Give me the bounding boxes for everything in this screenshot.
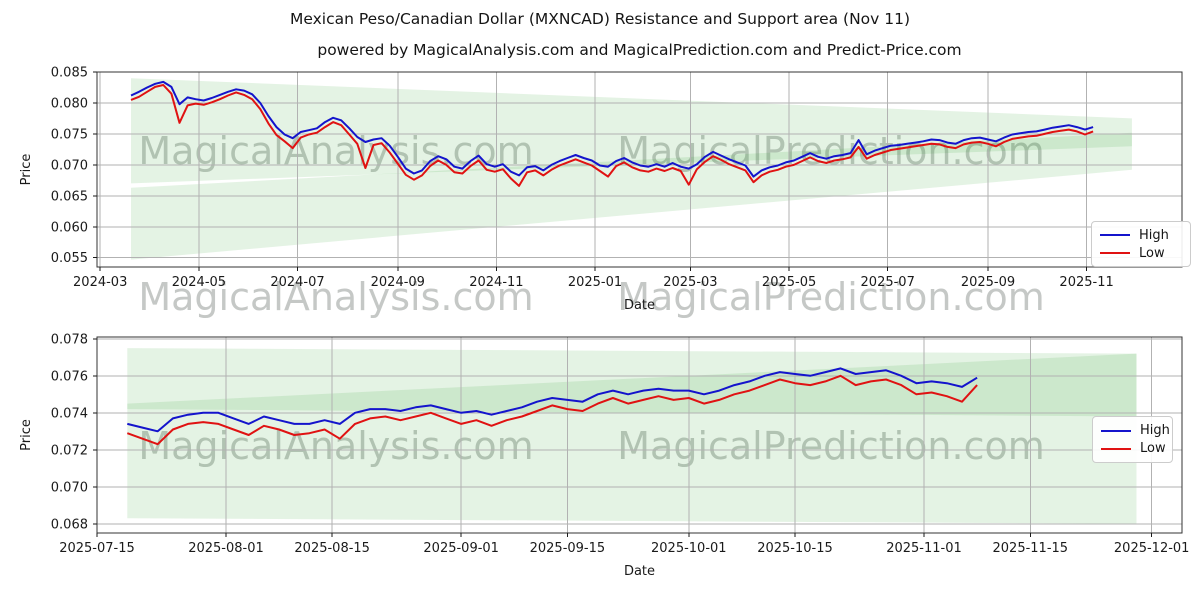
y-axis-title: Price <box>19 154 34 186</box>
y-tick-label: 0.076 <box>51 369 88 384</box>
x-tick-label: 2024-03 <box>73 275 127 290</box>
x-tick-label: 2025-08-01 <box>188 541 264 556</box>
bottom-chart: 2025-07-15 2025-08-01 2025-08-15 2025-09-01… <box>19 332 1189 579</box>
resistance-area <box>127 348 1137 417</box>
low-line <box>126 374 978 446</box>
x-axis-title: Date <box>624 564 655 579</box>
top-chart-legend: High Low <box>1091 221 1191 267</box>
y-tick-label: 0.072 <box>51 443 88 458</box>
x-tick-label: 2025-05 <box>762 275 816 290</box>
x-tick-label: 2025-10-01 <box>651 541 727 556</box>
plot-border <box>96 336 1183 534</box>
legend-item-high: High <box>1100 229 1181 242</box>
x-tick-label: 2025-08-15 <box>294 541 370 556</box>
x-tick-label: 2025-11 <box>1059 275 1113 290</box>
x-tick-label: 2025-09 <box>961 275 1015 290</box>
plot-border <box>96 71 1183 268</box>
y-tick-label: 0.060 <box>51 220 88 235</box>
y-tick-label: 0.075 <box>51 127 88 142</box>
y-tick-label: 0.068 <box>51 517 88 532</box>
x-tick-label: 2024-05 <box>172 275 226 290</box>
x-tick-label: 2025-11-01 <box>886 541 962 556</box>
x-tick-label: 2024-11 <box>469 275 523 290</box>
legend-line-low-icon <box>1101 447 1131 450</box>
x-tick-label: 2025-12-01 <box>1114 541 1190 556</box>
y-tick-label: 0.074 <box>51 406 88 421</box>
x-tick-label: 2025-03 <box>663 275 717 290</box>
tick-labels: 2024-03 2024-05 2024-07 2024-09 2024-11 2025-… <box>51 66 1114 291</box>
series-lines <box>126 367 978 446</box>
support-area <box>127 353 1137 524</box>
x-tick-label: 2025-01 <box>568 275 622 290</box>
legend-label-low: Low <box>1140 441 1166 456</box>
band-layer <box>131 78 1132 260</box>
top-chart: 2024-03 2024-05 2024-07 2024-09 2024-11 2025-… <box>19 66 1183 313</box>
bottom-chart-legend: High Low <box>1092 416 1173 463</box>
tick-marks <box>93 338 1153 537</box>
legend-label-high: High <box>1140 423 1170 438</box>
low-line <box>130 84 1094 187</box>
x-axis-title: Date <box>624 298 655 313</box>
grid-lines <box>96 337 1182 533</box>
resistance-area <box>131 78 1132 184</box>
tick-marks <box>93 71 1088 271</box>
band-layer <box>127 348 1137 524</box>
x-tick-label: 2025-09-01 <box>423 541 499 556</box>
y-tick-label: 0.065 <box>51 189 88 204</box>
x-tick-label: 2024-09 <box>371 275 425 290</box>
x-tick-label: 2025-07-15 <box>59 541 135 556</box>
y-tick-label: 0.080 <box>51 97 88 112</box>
legend-label-low: Low <box>1139 245 1165 261</box>
legend-line-high-icon <box>1100 234 1130 236</box>
y-tick-label: 0.070 <box>51 480 88 495</box>
legend-line-low-icon <box>1100 252 1130 254</box>
legend-line-high-icon <box>1101 429 1131 432</box>
y-axis-title: Price <box>19 419 34 451</box>
high-line <box>127 367 978 433</box>
y-tick-label: 0.070 <box>51 158 88 173</box>
tick-labels: 2025-07-15 2025-08-01 2025-08-15 2025-09-01… <box>51 332 1190 556</box>
y-tick-label: 0.055 <box>51 251 88 266</box>
series-lines <box>130 80 1094 187</box>
high-line <box>130 80 1094 178</box>
legend-item-low: Low <box>1101 441 1166 456</box>
figure-title: Mexican Peso/Canadian Dollar (MXNCAD) Re… <box>289 10 911 28</box>
x-tick-label: 2025-07 <box>861 275 915 290</box>
y-tick-label: 0.078 <box>51 332 88 347</box>
figure-subtitle: powered by MagicalAnalysis.com and Magic… <box>317 41 962 59</box>
y-tick-label: 0.085 <box>51 66 88 81</box>
x-tick-label: 2024-07 <box>270 275 324 290</box>
legend-item-high: High <box>1101 424 1170 437</box>
x-tick-label: 2025-10-15 <box>757 541 833 556</box>
x-tick-label: 2025-11-15 <box>993 541 1069 556</box>
legend-item-low: Low <box>1100 247 1181 260</box>
legend-label-high: High <box>1139 227 1169 243</box>
x-tick-label: 2025-09-15 <box>530 541 606 556</box>
